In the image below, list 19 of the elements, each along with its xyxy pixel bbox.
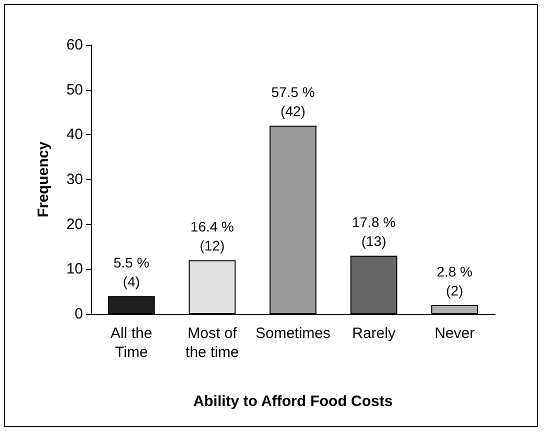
y-axis-title: Frequency	[35, 140, 52, 218]
x-axis-title: Ability to Afford Food Costs	[193, 393, 393, 410]
y-tick-label: 20	[66, 216, 83, 233]
data-label: 16.4 % (12)	[190, 218, 234, 254]
y-tick-label: 30	[66, 171, 83, 188]
data-label: 17.8 % (13)	[352, 214, 396, 250]
x-tick-label: Never	[434, 325, 475, 342]
y-tick-label: 0	[74, 306, 83, 322]
y-tick-label: 50	[66, 81, 83, 98]
data-label: 2.8 % (2)	[436, 264, 473, 299]
x-tick-label: Rarely	[352, 325, 396, 342]
x-tick-label: All the Time	[110, 325, 152, 361]
y-tick-label: 60	[66, 36, 83, 54]
x-tick-label: Sometimes	[255, 325, 331, 342]
y-tick-label: 40	[66, 126, 83, 144]
data-label: 5.5 % (4)	[113, 254, 150, 290]
y-tick-label: 10	[66, 260, 83, 278]
x-tick-label: Most of the time	[186, 325, 239, 361]
data-label: 57.5 % (42)	[271, 84, 315, 120]
